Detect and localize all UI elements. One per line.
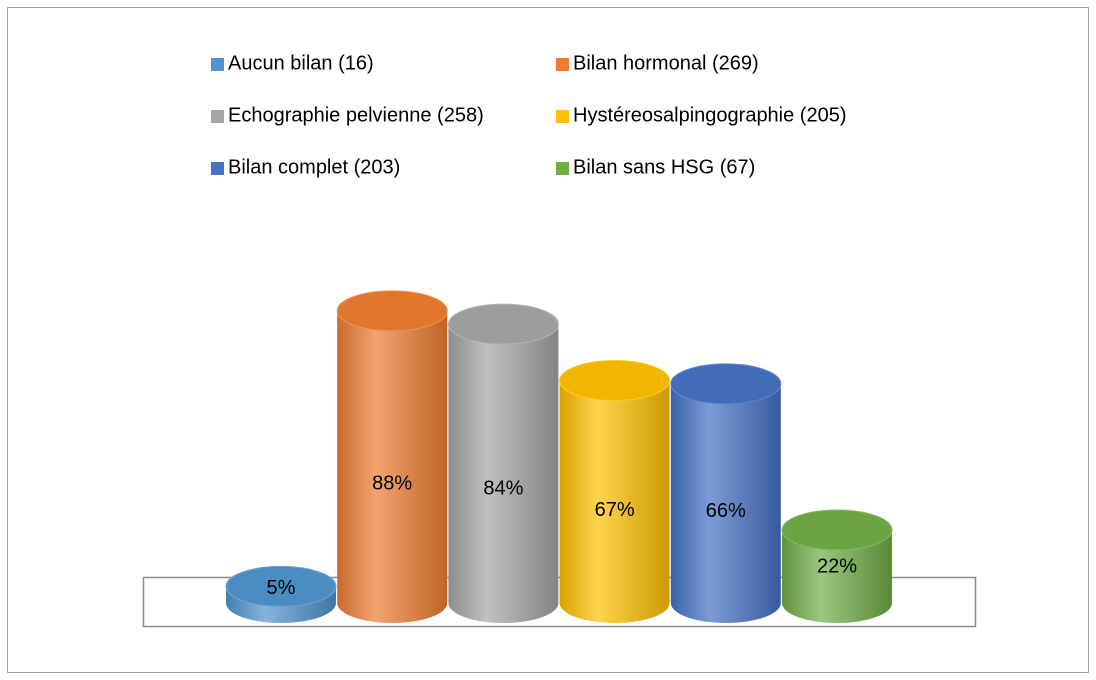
bar-body	[782, 529, 892, 623]
bar-body	[559, 380, 670, 623]
legend-label: Aucun bilan (16)	[228, 52, 374, 74]
legend-swatch	[211, 110, 224, 123]
legend-swatch	[211, 58, 224, 71]
bar	[336, 290, 448, 623]
bar-body	[337, 310, 448, 623]
value-label: 5%	[267, 577, 296, 599]
legend-swatch	[556, 110, 569, 123]
bar	[559, 360, 671, 623]
value-label: 66%	[706, 500, 746, 522]
bar-body	[670, 383, 781, 623]
bar-top	[447, 303, 559, 345]
bar-top	[559, 360, 671, 402]
bar-top	[670, 363, 782, 405]
legend-label: Echographie pelvienne (258)	[228, 104, 484, 126]
legend-label: Bilan complet (203)	[228, 156, 400, 178]
value-label: 22%	[817, 556, 857, 578]
bar	[447, 303, 559, 623]
floor	[142, 576, 977, 628]
legend-swatch	[556, 162, 569, 175]
bar-body	[448, 324, 559, 623]
legend-label: Bilan hormonal (269)	[573, 52, 759, 74]
bar-top	[225, 565, 337, 607]
legend-swatch	[556, 58, 569, 71]
value-label: 88%	[372, 472, 412, 494]
value-label: 67%	[595, 499, 635, 521]
legend-label: Hystéreosalpingographie (205)	[573, 104, 847, 126]
bar-top	[781, 509, 893, 551]
bar	[225, 565, 337, 623]
value-label: 84%	[483, 477, 523, 499]
legend-swatch	[211, 162, 224, 175]
bar	[781, 509, 893, 623]
bar-top	[336, 290, 448, 332]
legend-label: Bilan sans HSG (67)	[573, 156, 755, 178]
bar	[670, 363, 782, 623]
